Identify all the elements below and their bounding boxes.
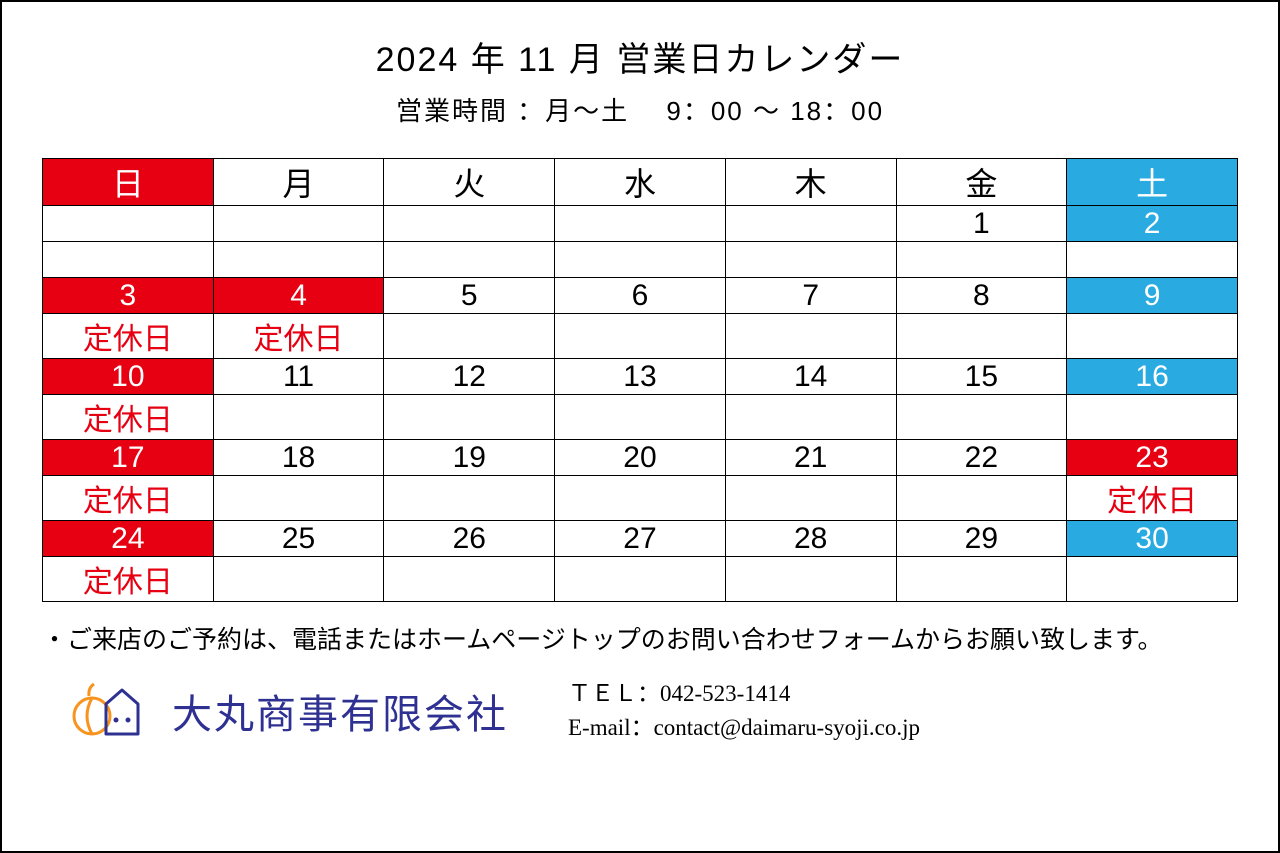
day-note-cell [213,242,384,278]
day-note-cell [896,395,1067,440]
day-cell: 29 [896,521,1067,557]
day-note-cell [213,476,384,521]
week-notes-row: 定休日 [43,395,1238,440]
reservation-note: ・ご来店のご予約は、電話またはホームページトップのお問い合わせフォームからお願い… [42,620,1238,656]
company-logo-icon [72,676,152,746]
day-cell [384,206,555,242]
day-note-cell [384,476,555,521]
day-cell: 19 [384,440,555,476]
day-cell: 26 [384,521,555,557]
day-cell [555,206,726,242]
week-days-row: 17181920212223 [43,440,1238,476]
day-note-cell [725,557,896,602]
day-note-cell [555,476,726,521]
day-note-cell: 定休日 [43,395,214,440]
day-header: 火 [384,159,555,206]
day-cell: 17 [43,440,214,476]
day-cell [213,206,384,242]
day-note-cell [213,395,384,440]
day-note-cell [1067,242,1238,278]
contact-info: ＴＥＬ：042-523-1414 E-mail：contact@daimaru-… [568,677,920,746]
day-note-cell [384,242,555,278]
day-note-cell [896,557,1067,602]
day-cell: 28 [725,521,896,557]
business-hours: 営業時間 ：月～土 9：00 ～ 18：00 [42,91,1238,128]
day-cell: 4 [213,278,384,314]
day-note-cell [1067,395,1238,440]
day-note-cell [1067,557,1238,602]
calendar-table: 日月火水木金土 123456789定休日定休日10111213141516定休日… [42,158,1238,602]
day-header: 木 [725,159,896,206]
day-cell: 22 [896,440,1067,476]
day-cell [725,206,896,242]
week-days-row: 10111213141516 [43,359,1238,395]
day-note-cell [725,476,896,521]
day-cell: 9 [1067,278,1238,314]
day-cell: 14 [725,359,896,395]
day-note-cell [213,557,384,602]
contact-email: E-mail：contact@daimaru-syoji.co.jp [568,711,920,746]
day-cell: 1 [896,206,1067,242]
day-cell: 12 [384,359,555,395]
day-note-cell: 定休日 [43,476,214,521]
day-header: 水 [555,159,726,206]
day-note-cell [896,314,1067,359]
day-note-cell: 定休日 [43,557,214,602]
week-notes-row: 定休日 定休日 [43,476,1238,521]
company-name: 大丸商事有限会社 [172,682,508,740]
day-cell [43,206,214,242]
week-notes-row: 定休日 [43,557,1238,602]
day-note-cell [555,395,726,440]
day-cell: 8 [896,278,1067,314]
day-note-cell: 定休日 [43,314,214,359]
day-note-cell [1067,314,1238,359]
day-note-cell [725,395,896,440]
day-note-cell [896,242,1067,278]
day-cell: 23 [1067,440,1238,476]
day-note-cell [725,242,896,278]
day-cell: 18 [213,440,384,476]
week-days-row: 24252627282930 [43,521,1238,557]
day-cell: 30 [1067,521,1238,557]
day-cell: 21 [725,440,896,476]
day-note-cell [555,242,726,278]
day-note-cell [43,242,214,278]
day-note-cell: 定休日 [1067,476,1238,521]
day-cell: 27 [555,521,726,557]
day-cell: 7 [725,278,896,314]
day-note-cell [555,557,726,602]
day-header: 日 [43,159,214,206]
day-cell: 3 [43,278,214,314]
day-header: 月 [213,159,384,206]
day-note-cell [896,476,1067,521]
day-cell: 13 [555,359,726,395]
day-note-cell: 定休日 [213,314,384,359]
week-notes-row [43,242,1238,278]
day-note-cell [725,314,896,359]
contact-tel: ＴＥＬ：042-523-1414 [568,677,920,712]
day-cell: 2 [1067,206,1238,242]
day-note-cell [555,314,726,359]
day-note-cell [384,314,555,359]
day-cell: 5 [384,278,555,314]
week-notes-row: 定休日定休日 [43,314,1238,359]
week-days-row: 3456789 [43,278,1238,314]
day-cell: 10 [43,359,214,395]
day-cell: 6 [555,278,726,314]
week-days-row: 12 [43,206,1238,242]
day-header: 土 [1067,159,1238,206]
day-cell: 20 [555,440,726,476]
day-header-row: 日月火水木金土 [43,159,1238,206]
day-note-cell [384,395,555,440]
day-cell: 16 [1067,359,1238,395]
day-cell: 11 [213,359,384,395]
day-note-cell [384,557,555,602]
day-header: 金 [896,159,1067,206]
footer: 大丸商事有限会社 ＴＥＬ：042-523-1414 E-mail：contact… [42,676,1238,746]
day-cell: 15 [896,359,1067,395]
day-cell: 24 [43,521,214,557]
day-cell: 25 [213,521,384,557]
calendar-title: 2024 年 11 月 営業日カレンダー [42,32,1238,81]
